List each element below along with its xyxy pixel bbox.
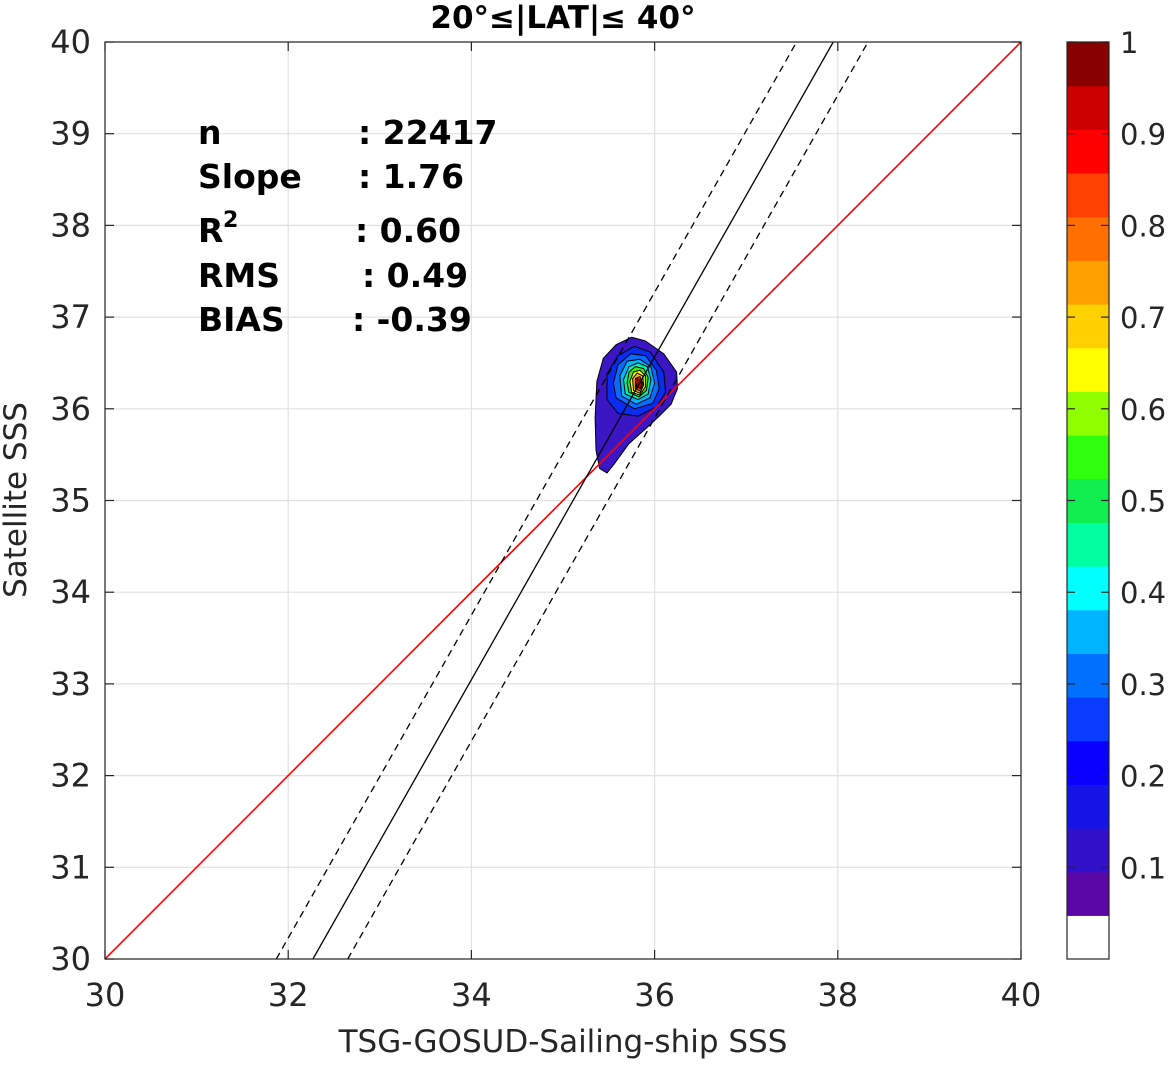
colorbar-segment [1067, 915, 1109, 960]
x-axis-label: TSG-GOSUD-Sailing-ship SSS [338, 1024, 788, 1060]
colorbar-segment [1067, 522, 1109, 567]
x-tick-label: 32 [268, 976, 309, 1014]
x-tick-label: 40 [1001, 976, 1042, 1014]
stat-value: : 0.60 [355, 211, 461, 250]
colorbar-tick-label: 0.8 [1120, 209, 1166, 243]
colorbar-tick-label: 0.9 [1120, 118, 1166, 152]
x-tick-label: 34 [451, 976, 492, 1014]
colorbar-segment [1067, 391, 1109, 436]
colorbar-tick-label: 0.6 [1120, 393, 1166, 427]
colorbar-segment [1067, 304, 1109, 349]
colorbar-segment [1067, 653, 1109, 698]
y-tick-label: 39 [50, 115, 91, 153]
colorbar-segment [1067, 216, 1109, 261]
colorbar-segment [1067, 784, 1109, 829]
stat-value: : -0.39 [352, 300, 472, 339]
y-tick-label: 37 [50, 298, 91, 336]
colorbar-segment [1067, 435, 1109, 480]
colorbar-tick-label: 1 [1120, 26, 1138, 60]
colorbar-segment [1067, 566, 1109, 611]
colorbar-segment [1067, 42, 1109, 87]
colorbar-tick-label: 0.7 [1120, 301, 1166, 335]
y-tick-label: 33 [50, 665, 91, 703]
y-tick-label: 31 [50, 848, 91, 886]
x-tick-label: 36 [634, 976, 675, 1014]
colorbar-segment [1067, 740, 1109, 785]
one-to-one-line [105, 42, 1021, 959]
colorbar-segment [1067, 828, 1109, 873]
regression-lower-line [347, 42, 869, 959]
chart-title: 20°≤|LAT|≤ 40° [430, 0, 695, 36]
colorbar-tick-label: 0.5 [1120, 485, 1166, 519]
x-tick-label: 30 [85, 976, 126, 1014]
x-tick-label: 38 [817, 976, 858, 1014]
y-tick-label: 38 [50, 206, 91, 244]
stat-label: RMS [198, 256, 280, 295]
y-tick-label: 40 [50, 23, 91, 61]
stat-value: : 0.49 [362, 256, 468, 295]
y-tick-label: 35 [50, 482, 91, 520]
colorbar-tick-label: 0.4 [1120, 576, 1166, 610]
stat-value: : 1.76 [358, 157, 464, 196]
stat-label-superscript: 2 [223, 208, 238, 233]
colorbar-segment [1067, 260, 1109, 305]
stat-value: : 22417 [358, 113, 498, 152]
stat-label: R [198, 211, 223, 250]
colorbar-segment [1067, 173, 1109, 218]
y-axis-label: Satellite SSS [0, 402, 34, 598]
colorbar-tick-label: 0.1 [1120, 851, 1166, 885]
y-tick-label: 36 [50, 390, 91, 428]
stat-label: n [198, 113, 222, 152]
colorbar-segment [1067, 871, 1109, 916]
colorbar-segment [1067, 85, 1109, 130]
y-tick-label: 34 [50, 573, 91, 611]
colorbar-segment [1067, 347, 1109, 392]
colorbar-segment [1067, 697, 1109, 742]
regression-line [312, 42, 834, 959]
stat-label: BIAS [198, 300, 285, 339]
y-tick-label: 30 [50, 940, 91, 978]
stat-label: Slope [198, 157, 302, 196]
colorbar-segment [1067, 609, 1109, 654]
colorbar-tick-label: 0.2 [1120, 760, 1166, 794]
regression-upper-line [275, 42, 798, 959]
colorbar-segment [1067, 129, 1109, 174]
colorbar-tick-label: 0.3 [1120, 668, 1166, 702]
y-tick-label: 32 [50, 757, 91, 795]
